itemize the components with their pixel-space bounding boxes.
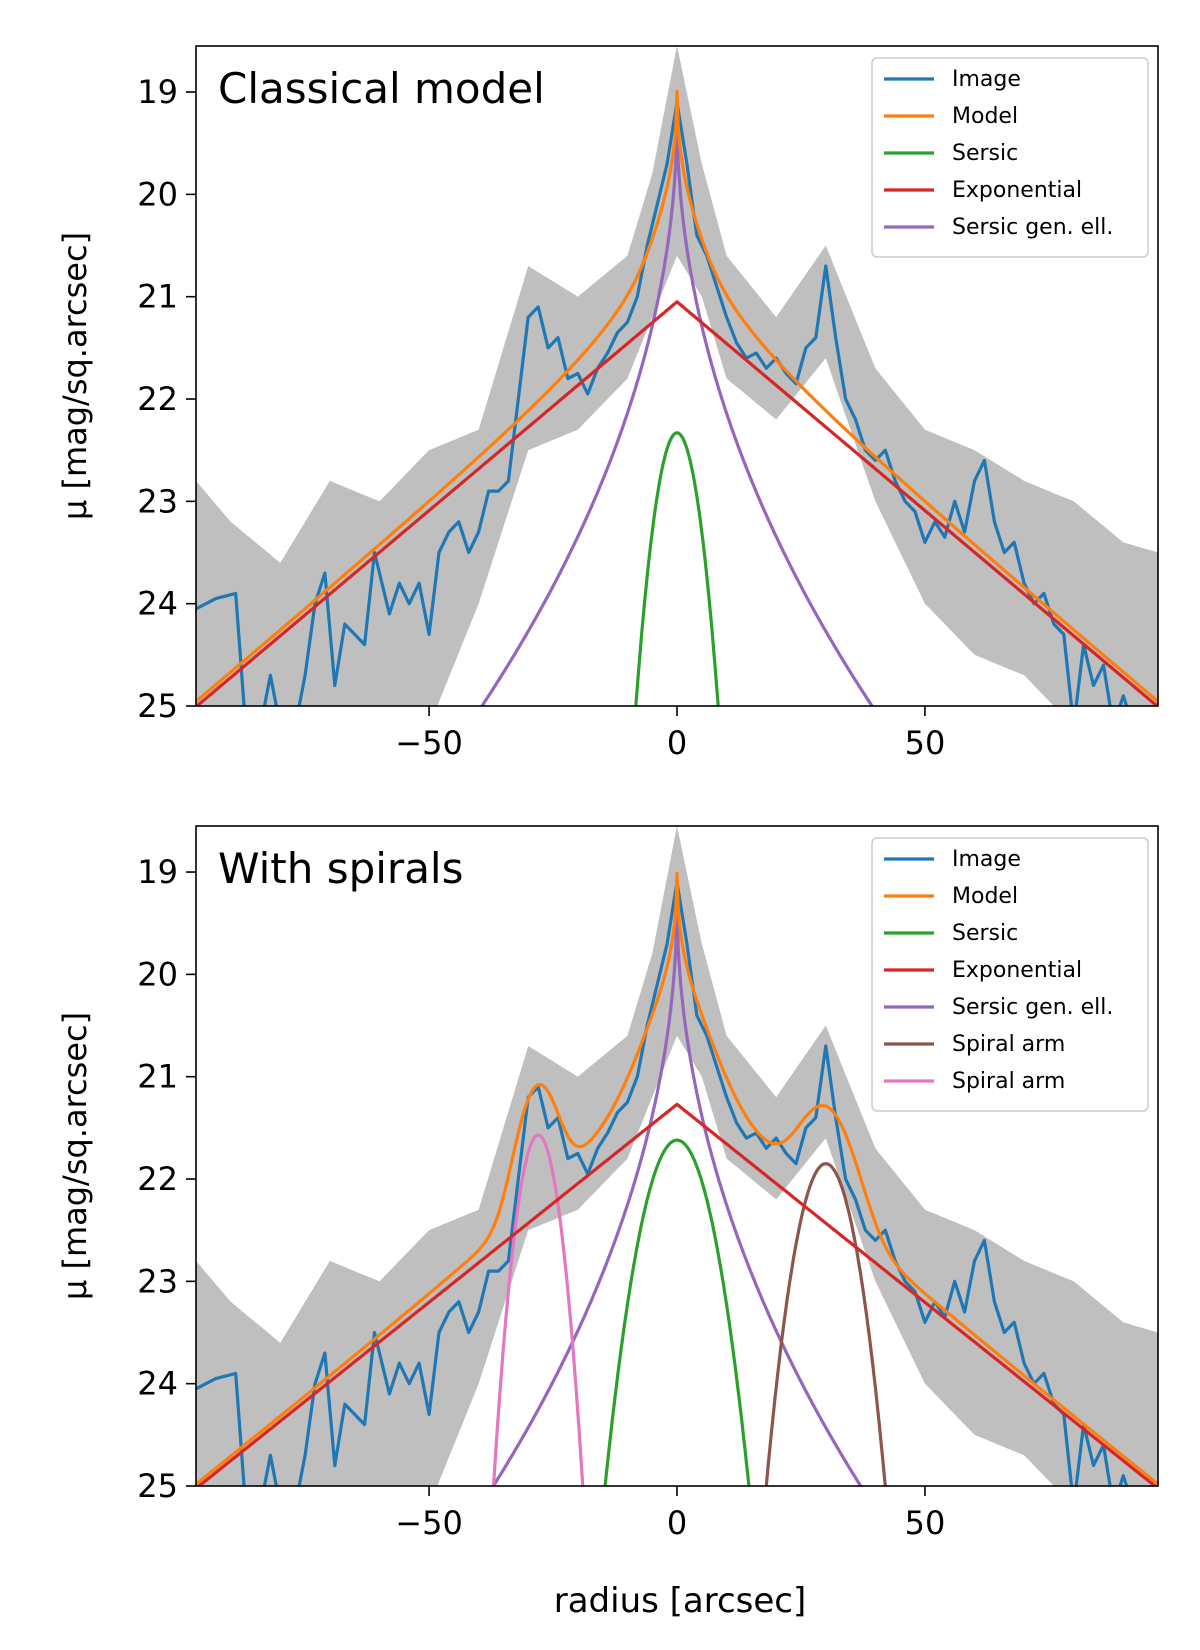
y-tick-label: 19 [137,73,178,111]
exponential-line [196,300,1158,706]
panel-label: Classical model [218,64,545,113]
x-axis-label: radius [arcsec] [554,1581,807,1621]
x-axis: −50 0 50 [395,1486,945,1542]
model-line [196,89,1158,703]
y-tick-label: 22 [137,380,178,418]
x-tick-label: 50 [905,1504,946,1542]
uncertainty-band [196,826,1158,1486]
image-profile-line [196,100,1129,706]
legend-label: Model [952,884,1018,909]
legend-label: Spiral arm [952,1069,1065,1094]
legend-label: Model [952,104,1018,129]
y-axis-label: μ [mag/sq.arcsec] [56,1012,94,1300]
y-axis: 19 20 21 22 23 24 25 [137,73,196,725]
y-tick-label: 21 [137,278,178,316]
spiral-arm-1-line [764,1162,887,1486]
legend-label: Sersic [952,921,1018,946]
uncertainty-area [196,46,1158,706]
legend-label: Sersic [952,141,1018,166]
y-tick-label: 19 [137,853,178,891]
legend-label: Spiral arm [952,1032,1065,1057]
legend-label: Image [952,847,1021,872]
x-tick-label: 0 [667,724,687,762]
legend-label: Image [952,67,1021,92]
legend: Image Model Sersic Exponential Sersic gen. e… [871,57,1149,258]
sersic-line [603,1138,751,1486]
series-lines [196,872,1158,1486]
panel-label: With spirals [218,844,463,893]
y-axis-label: μ [mag/sq.arcsec] [56,232,94,520]
x-tick-label: 50 [905,724,946,762]
legend-label: Sersic gen. ell. [952,995,1113,1020]
legend: Image Model Sersic Exponential Sersic gen. e… [871,837,1149,1112]
y-tick-label: 24 [137,585,178,623]
legend-label: Sersic gen. ell. [952,215,1113,240]
image-profile-line [196,880,1129,1486]
panel-classical: −50 0 50 19 20 21 22 23 24 25 Classical model μ … [56,45,1159,762]
series-lines [196,89,1158,706]
legend-label: Exponential [952,958,1082,983]
uncertainty-area [196,826,1158,1486]
model-line [196,872,1158,1486]
panel-spirals: −50 0 50 19 20 21 22 23 24 25 With spirals μ [ma… [56,825,1159,1621]
x-tick-label: −50 [395,724,463,762]
x-axis: −50 0 50 [395,706,945,762]
x-tick-label: −50 [395,1504,463,1542]
exponential-line [196,1102,1158,1486]
y-tick-label: 25 [137,687,178,725]
y-tick-label: 24 [137,1365,178,1403]
uncertainty-band [196,46,1158,706]
legend-box [871,57,1149,258]
spiral-arm-2-line [491,1133,585,1486]
y-tick-label: 23 [137,1262,178,1300]
y-tick-label: 20 [137,175,178,213]
y-tick-label: 20 [137,955,178,993]
legend-label: Exponential [952,178,1082,203]
y-tick-label: 25 [137,1467,178,1505]
y-axis: 19 20 21 22 23 24 25 [137,853,196,1505]
y-tick-label: 22 [137,1160,178,1198]
y-tick-label: 21 [137,1058,178,1096]
y-tick-label: 23 [137,482,178,520]
sersic-line [634,431,720,706]
x-tick-label: 0 [667,1504,687,1542]
legend-box [871,837,1149,1112]
